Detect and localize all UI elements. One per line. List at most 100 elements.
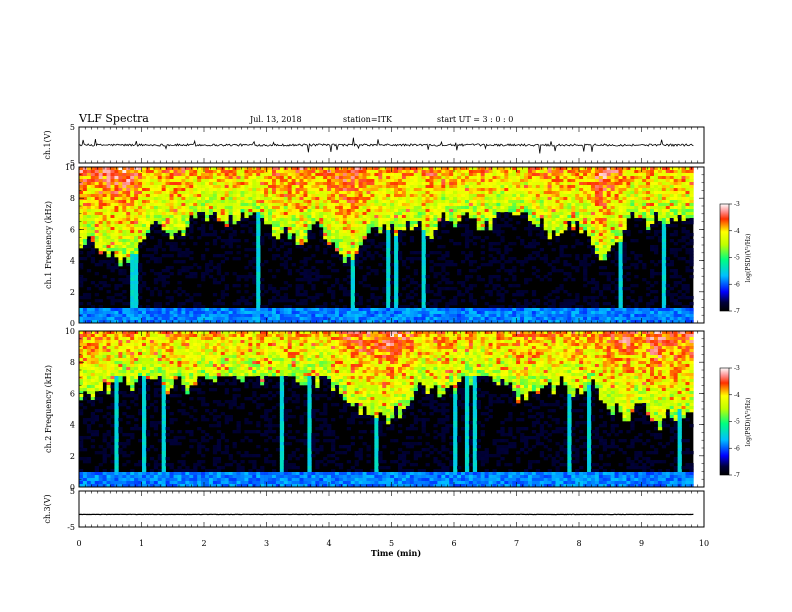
spectrogram-cell (149, 257, 155, 261)
spectrogram-cell (346, 182, 352, 186)
spectrogram-cell (161, 314, 166, 318)
spectrogram-cell (394, 302, 399, 306)
spectrogram-cell (567, 308, 572, 312)
spectrogram-cell (413, 251, 418, 255)
spectrogram-cell (512, 176, 517, 180)
spectrogram-cell (193, 305, 198, 309)
spectrogram-cell (421, 182, 426, 186)
spectrogram-cell (126, 185, 131, 189)
spectrogram-cell (114, 224, 119, 228)
spectrogram-cell (453, 215, 458, 219)
spectrogram-cell (118, 284, 123, 288)
spectrogram-cell (287, 200, 292, 204)
spectrogram-cell (535, 308, 541, 312)
spectrogram-cell (212, 242, 218, 246)
spectrogram-cell (90, 224, 96, 228)
spectrogram-cell (547, 314, 552, 318)
spectrogram-cell (464, 308, 470, 312)
spectrogram-cell (543, 314, 548, 318)
spectrogram-cell (575, 194, 580, 198)
spectrogram-cell (110, 218, 115, 222)
spectrogram-cell (531, 305, 537, 309)
spectrogram-cell (433, 311, 438, 315)
spectrogram-cell (488, 320, 493, 324)
spectrogram-cell (374, 209, 379, 213)
spectrogram-cell (409, 227, 415, 231)
spectrogram-cell (543, 209, 548, 213)
spectrogram-cell (476, 317, 482, 321)
spectrogram-cell (480, 251, 485, 255)
spectrogram-cell (279, 308, 285, 312)
spectrogram-cell (153, 206, 159, 210)
spectrogram-cell (527, 209, 533, 213)
spectrogram-cell (248, 308, 253, 312)
spectrogram-cell (157, 218, 163, 222)
spectrogram-cell (126, 218, 131, 222)
spectrogram-cell (177, 281, 182, 285)
spectrogram-cell (327, 188, 332, 192)
spectrogram-cell (197, 320, 202, 324)
spectrogram-cell (94, 221, 99, 225)
spectrogram-cell (350, 248, 355, 252)
spectrogram-cell (315, 269, 320, 273)
spectrogram-cell (524, 200, 529, 204)
spectrogram-cell (94, 188, 99, 192)
spectrogram-cell (311, 218, 316, 222)
spectrogram-cell (366, 317, 371, 321)
spectrogram-cell (212, 311, 218, 315)
spectrogram-cell (433, 305, 438, 309)
spectrogram-cell (398, 218, 403, 222)
spectrogram-cell (193, 191, 198, 195)
spectrogram-cell (453, 320, 458, 324)
spectrogram-cell (157, 173, 163, 177)
spectrogram-cell (378, 167, 383, 171)
spectrogram-cell (106, 251, 111, 255)
spectrogram-cell (189, 179, 194, 183)
spectrogram-cell (149, 188, 155, 192)
spectrogram-cell (429, 320, 434, 324)
spectrogram-cell (134, 203, 139, 207)
spectrogram-cell (79, 194, 84, 198)
spectrogram-cell (228, 245, 233, 249)
spectrogram-cell (315, 176, 320, 180)
spectrogram-cell (382, 167, 387, 171)
spectrogram-cell (516, 308, 521, 312)
spectrogram-cell (331, 302, 336, 306)
spectrogram-cell (311, 287, 316, 291)
spectrogram-cell (327, 197, 332, 201)
spectrogram-cell (524, 260, 529, 264)
spectrogram-cell (437, 176, 442, 180)
spectrogram-cell (445, 182, 450, 186)
spectrogram-cell (303, 263, 308, 267)
spectrogram-cell (114, 293, 119, 297)
spectrogram-cell (527, 230, 533, 234)
spectrogram-cell (543, 200, 548, 204)
spectrogram-cell (173, 170, 178, 174)
spectrogram-cell (457, 197, 462, 201)
spectrogram-cell (378, 218, 383, 222)
spectrogram-cell (374, 218, 379, 222)
spectrogram-cell (531, 320, 537, 324)
spectrogram-cell (366, 173, 371, 177)
spectrogram-cell (394, 200, 399, 204)
spectrogram-cell (236, 209, 241, 213)
spectrogram-cell (161, 188, 166, 192)
spectrogram-cell (86, 221, 92, 225)
spectrogram-cell (555, 197, 560, 201)
spectrogram-cell (122, 269, 127, 273)
spectrogram-cell (346, 242, 352, 246)
spectrogram-cell (366, 305, 371, 309)
spectrogram-cell (453, 314, 458, 318)
spectrogram-cell (457, 308, 462, 312)
spectrogram-cell (437, 308, 442, 312)
spectrogram-cell (82, 215, 88, 219)
spectrogram-cell (145, 203, 151, 207)
spectrogram-cell (508, 305, 513, 309)
spectrogram-cell (563, 197, 568, 201)
spectrogram-cell (185, 266, 190, 270)
spectrogram-cell (216, 179, 222, 183)
spectrogram-cell (382, 206, 387, 210)
spectrogram-cell (252, 188, 257, 192)
spectrogram-cell (138, 284, 143, 288)
spectrogram-cell (138, 173, 143, 177)
